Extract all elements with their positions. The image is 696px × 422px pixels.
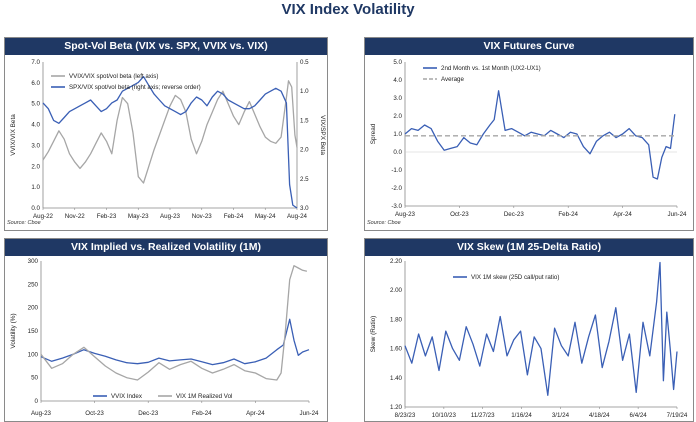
x-tick-label: 11/27/23 bbox=[471, 412, 495, 419]
implied-realized-chart: 0 50 100 150 200 250 300 Aug-23 Oct-23 Dec-23 Feb-… bbox=[10, 258, 319, 417]
x-tick-label: Oct-23 bbox=[85, 410, 104, 417]
x-tick-label: Aug-22 bbox=[33, 213, 54, 220]
y-tick-label: 1.0 bbox=[393, 131, 402, 138]
y-tick-label: 6.0 bbox=[31, 80, 40, 87]
y-tick-label: -2.0 bbox=[391, 185, 402, 192]
y-right-tick-label: 3.0 bbox=[300, 205, 309, 212]
series-line-1 bbox=[40, 265, 308, 381]
spot-vol-beta-panel: Spot-Vol Beta (VIX vs. SPX, VVIX vs. VIX… bbox=[4, 37, 328, 231]
legend-label-1: Average bbox=[441, 76, 464, 83]
y-tick-label: 50 bbox=[31, 375, 38, 382]
x-tick-label: 8/23/23 bbox=[395, 412, 416, 419]
panel-title: Spot-Vol Beta (VIX vs. SPX, VVIX vs. VIX… bbox=[5, 38, 327, 55]
panel-title: VIX Implied vs. Realized Volatility (1M) bbox=[5, 239, 327, 256]
x-tick-label: Aug-24 bbox=[287, 213, 308, 220]
y-tick-label: 2.20 bbox=[390, 258, 403, 265]
implied-realized-panel: VIX Implied vs. Realized Volatility (1M)… bbox=[4, 238, 328, 422]
y-axis-label: Skew (Ratio) bbox=[370, 316, 377, 353]
y-tick-label: 2.00 bbox=[390, 287, 403, 294]
x-tick-label: Jun-24 bbox=[668, 211, 687, 218]
y-right-tick-label: 1.0 bbox=[300, 88, 309, 95]
y-tick-label: 5.0 bbox=[31, 101, 40, 108]
x-tick-label: 6/4/24 bbox=[630, 412, 648, 419]
series-line-0 bbox=[42, 80, 298, 184]
x-tick-label: 1/16/24 bbox=[511, 412, 532, 419]
legend-label-0: VVIX/VIX spot/vol beta (left axis) bbox=[69, 73, 158, 80]
y-tick-label: 1.40 bbox=[390, 375, 403, 382]
futures-curve-panel: VIX Futures Curve -3.0 -2.0 -1.0 0.0 1.0 2.0 3… bbox=[364, 37, 694, 231]
y-tick-label: 200 bbox=[28, 305, 39, 312]
series-line-1 bbox=[42, 75, 298, 209]
y-right-tick-label: 2.0 bbox=[300, 147, 309, 154]
y-tick-label: 150 bbox=[28, 328, 39, 335]
y-tick-label: -1.0 bbox=[391, 167, 402, 174]
page-title: VIX Index Volatility bbox=[281, 1, 415, 18]
y-axis-label: Volatility (%) bbox=[10, 313, 17, 348]
vix-skew-panel: VIX Skew (1M 25-Delta Ratio) 1.20 1.40 1.6… bbox=[364, 238, 694, 422]
x-tick-label: Oct-23 bbox=[450, 211, 469, 218]
y-tick-label: 1.60 bbox=[390, 346, 403, 353]
legend-label-0: VIX 1M skew (25D call/put ratio) bbox=[471, 274, 559, 281]
x-tick-label: May-23 bbox=[128, 213, 149, 220]
y-tick-label: 2.0 bbox=[393, 113, 402, 120]
y-tick-label: 3.0 bbox=[393, 95, 402, 102]
source-note: Source: Cboe bbox=[7, 220, 41, 226]
legend-label-1: VIX 1M Realized Vol bbox=[176, 393, 232, 400]
y-axis-right-label: VIX/SPX Beta bbox=[319, 115, 326, 155]
legend-label-0: 2nd Month vs. 1st Month (UX2-UX1) bbox=[441, 65, 541, 72]
x-tick-label: Feb-23 bbox=[97, 213, 117, 220]
y-tick-label: 250 bbox=[28, 281, 39, 288]
x-tick-label: Nov-23 bbox=[192, 213, 213, 220]
x-tick-label: Feb-24 bbox=[224, 213, 244, 220]
y-tick-label: 1.80 bbox=[390, 316, 403, 323]
y-tick-label: 100 bbox=[28, 351, 39, 358]
legend-label-0: VVIX Index bbox=[111, 393, 143, 400]
x-tick-label: Nov-22 bbox=[65, 213, 86, 220]
panel-title: VIX Futures Curve bbox=[365, 38, 693, 55]
x-tick-label: Feb-24 bbox=[192, 410, 212, 417]
series-line-0 bbox=[404, 261, 678, 396]
y-axis-label: VVIX/VIX Beta bbox=[10, 114, 17, 156]
x-tick-label: Dec-23 bbox=[138, 410, 159, 417]
x-tick-label: 3/1/24 bbox=[552, 412, 570, 419]
y-right-tick-label: 2.5 bbox=[300, 176, 309, 183]
y-right-tick-label: 1.5 bbox=[300, 117, 309, 124]
panel-title: VIX Skew (1M 25-Delta Ratio) bbox=[365, 239, 693, 256]
y-right-tick-label: 0.5 bbox=[300, 59, 309, 66]
y-tick-label: -3.0 bbox=[391, 203, 402, 210]
y-tick-label: 7.0 bbox=[31, 59, 40, 66]
x-tick-label: Dec-23 bbox=[504, 211, 525, 218]
x-tick-label: May-24 bbox=[255, 213, 276, 220]
y-tick-label: 4.0 bbox=[393, 77, 402, 84]
y-tick-label: 2.0 bbox=[31, 163, 40, 170]
x-tick-label: Apr-24 bbox=[613, 211, 632, 218]
vix-skew-chart: 1.20 1.40 1.60 1.80 2.00 2.20 8/23/23 10/10/23 1… bbox=[370, 258, 688, 419]
x-tick-label: 4/18/24 bbox=[589, 412, 610, 419]
y-tick-label: 3.0 bbox=[31, 142, 40, 149]
x-tick-label: 10/10/23 bbox=[432, 412, 457, 419]
futures-curve-chart: -3.0 -2.0 -1.0 0.0 1.0 2.0 3.0 4.0 5.0 Aug-23 Oct-… bbox=[367, 59, 687, 226]
y-tick-label: 1.0 bbox=[31, 184, 40, 191]
y-tick-label: 0.0 bbox=[393, 149, 402, 156]
source-note: Source: Cboe bbox=[367, 220, 401, 226]
series-line-0 bbox=[40, 318, 310, 366]
x-tick-label: Apr-24 bbox=[246, 410, 265, 417]
x-tick-label: Aug-23 bbox=[160, 213, 181, 220]
y-tick-label: 0.0 bbox=[31, 205, 40, 212]
spot-vol-beta-chart: 0.0 1.0 2.0 3.0 4.0 5.0 6.0 7.0 0.5 1.0 1.5 2.0 2.5 3… bbox=[7, 59, 326, 226]
x-tick-label: Aug-23 bbox=[31, 410, 52, 417]
x-tick-label: Jun-24 bbox=[300, 410, 319, 417]
series-line-0 bbox=[404, 90, 676, 180]
y-tick-label: 0 bbox=[35, 398, 39, 405]
legend-label-1: SPX/VIX spot/vol beta (right axis; rever… bbox=[69, 84, 201, 91]
y-tick-label: 4.0 bbox=[31, 122, 40, 129]
x-tick-label: 7/19/24 bbox=[667, 412, 688, 419]
x-tick-label: Aug-23 bbox=[395, 211, 416, 218]
y-axis-label: Spread bbox=[370, 123, 377, 144]
y-tick-label: 1.20 bbox=[390, 404, 403, 411]
y-tick-label: 5.0 bbox=[393, 59, 402, 66]
y-tick-label: 300 bbox=[28, 258, 39, 265]
x-tick-label: Feb-24 bbox=[558, 211, 578, 218]
